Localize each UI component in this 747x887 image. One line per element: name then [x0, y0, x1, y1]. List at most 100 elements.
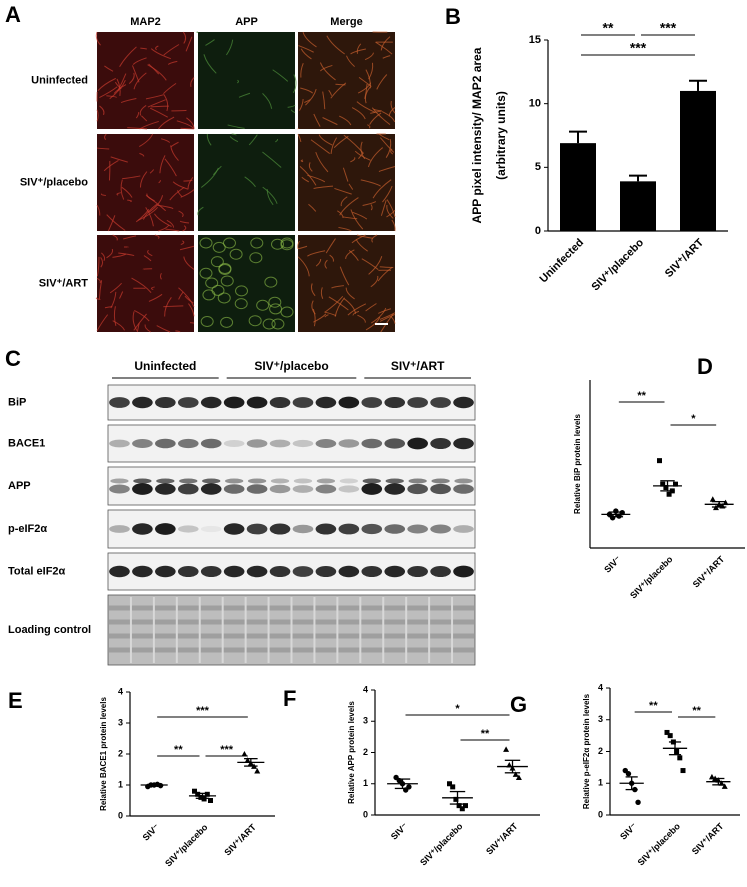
panel-label: D: [697, 354, 713, 379]
fiber: [96, 256, 100, 277]
significance-label: *: [691, 413, 696, 425]
fiber: [109, 80, 126, 100]
fiber: [378, 308, 392, 314]
band: [200, 483, 222, 495]
micrograph-tile: [298, 32, 395, 129]
fiber: [380, 200, 387, 216]
fiber: [304, 99, 311, 103]
band: [385, 478, 404, 484]
point: [453, 796, 459, 802]
fiber: [120, 179, 125, 200]
fiber: [390, 100, 396, 114]
fiber: [360, 179, 381, 187]
fiber: [328, 296, 349, 311]
band: [223, 523, 245, 535]
fiber: [190, 322, 195, 324]
fiber: [180, 240, 185, 245]
band: [384, 438, 406, 449]
fiber: [298, 98, 304, 111]
fiber: [340, 196, 348, 207]
y-tick-label: 3: [363, 716, 368, 726]
fiber: [356, 234, 373, 239]
y-axis-label: (arbitrary units): [494, 91, 508, 180]
cell-outline: [256, 299, 270, 311]
band: [132, 483, 153, 495]
fiber: [106, 95, 118, 98]
point: [515, 774, 522, 780]
bar: [560, 143, 596, 231]
panel-label: E: [8, 688, 23, 713]
band: [292, 485, 314, 493]
fiber: [154, 234, 160, 239]
fiber: [167, 60, 178, 65]
fiber: [330, 82, 347, 99]
point: [503, 746, 510, 752]
bar: [680, 90, 716, 231]
y-axis-label: Relative BACE1 protein levels: [99, 697, 108, 811]
fiber: [148, 195, 164, 213]
fiber: [100, 252, 106, 262]
fiber: [319, 62, 336, 81]
fiber: [137, 206, 158, 221]
point: [625, 771, 632, 777]
fiber: [149, 169, 155, 174]
fiber: [313, 113, 321, 127]
x-tick-label: SIV⁺/ART: [222, 822, 258, 858]
fiber: [386, 204, 394, 219]
band: [269, 484, 291, 494]
y-tick-label: 4: [363, 684, 368, 694]
cell-outline: [248, 315, 262, 327]
fiber: [292, 74, 297, 94]
fiber: [145, 194, 166, 212]
fiber: [109, 282, 122, 294]
point: [721, 783, 728, 789]
point: [195, 791, 201, 797]
fiber: [345, 249, 355, 259]
cell-outline: [222, 237, 236, 249]
band: [384, 565, 406, 578]
cell-outline: [210, 256, 224, 268]
fiber: [166, 219, 175, 228]
band: [177, 438, 199, 449]
band: [110, 478, 129, 484]
fiber: [301, 176, 309, 183]
fiber: [163, 44, 180, 56]
band: [384, 483, 406, 495]
fiber: [203, 54, 217, 74]
micrograph-tile: [198, 134, 295, 231]
bar: [620, 181, 656, 231]
band: [270, 478, 290, 484]
point: [660, 481, 666, 487]
fiber: [119, 291, 124, 299]
point: [459, 806, 465, 812]
fiber: [186, 117, 195, 130]
fiber: [375, 41, 393, 55]
fiber: [155, 45, 159, 51]
fiber: [370, 110, 383, 114]
fiber: [322, 91, 326, 110]
fiber: [365, 69, 371, 89]
cell-outline: [200, 315, 214, 327]
fiber: [119, 46, 137, 67]
band: [430, 483, 451, 495]
band: [223, 565, 245, 578]
fiber: [133, 313, 147, 331]
band: [339, 478, 359, 484]
fiber: [334, 187, 352, 195]
y-tick-label: 0: [118, 810, 123, 820]
point: [456, 803, 462, 809]
micrograph-tile: [97, 32, 194, 129]
fiber: [318, 134, 333, 146]
fiber: [163, 82, 177, 95]
fiber: [178, 291, 184, 300]
fiber: [297, 245, 308, 250]
fiber: [244, 176, 256, 188]
cell-outline: [270, 238, 284, 250]
fiber: [104, 65, 114, 72]
band: [269, 565, 291, 578]
fiber: [315, 258, 322, 267]
fiber: [322, 117, 338, 126]
point: [254, 768, 261, 774]
fiber: [356, 101, 376, 113]
band: [408, 478, 427, 484]
